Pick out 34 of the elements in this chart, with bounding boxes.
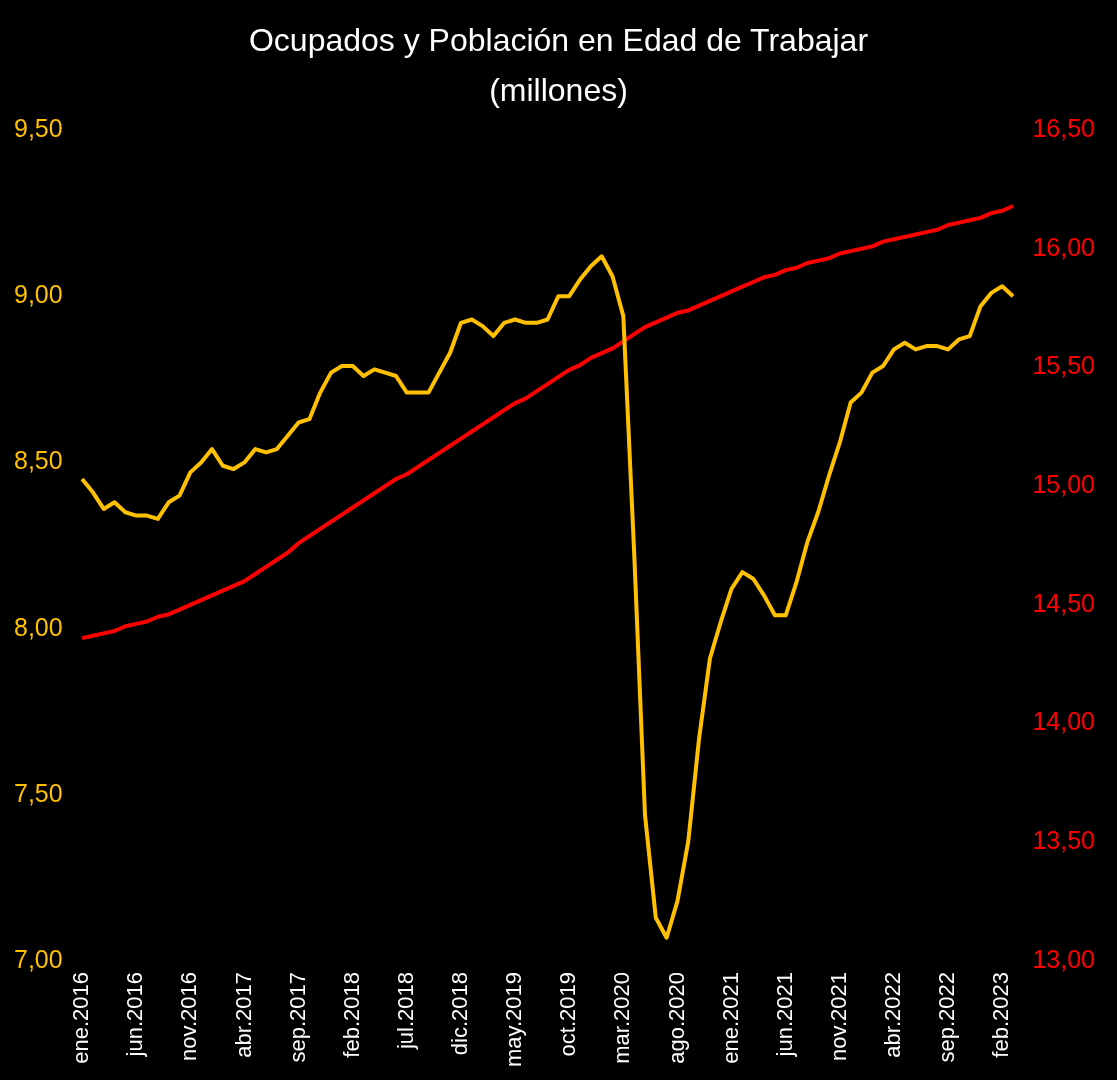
x-tick-label: nov.2021 (825, 972, 851, 1061)
x-tick-label: abr.2017 (230, 972, 256, 1058)
chart-title: Ocupados y Población en Edad de Trabajar (248, 22, 869, 58)
x-tick-label: dic.2018 (447, 972, 473, 1056)
y2-tick-label: 14,50 (1032, 588, 1095, 617)
x-tick-label: jun.2021 (771, 972, 797, 1058)
x-tick-label: nov.2016 (176, 972, 202, 1061)
x-tick-label: may.2019 (501, 972, 527, 1067)
y2-tick-label: 16,00 (1032, 232, 1095, 261)
y2-tick-label: 15,00 (1032, 470, 1095, 499)
x-tick-label: ene.2021 (717, 972, 743, 1064)
x-tick-label: sep.2022 (934, 972, 960, 1063)
y2-tick-label: 16,50 (1032, 113, 1095, 142)
y2-tick-label: 14,00 (1032, 707, 1095, 736)
x-tick-label: abr.2022 (880, 972, 906, 1058)
x-tick-label: sep.2017 (284, 972, 310, 1063)
x-tick-label: oct.2019 (555, 972, 581, 1057)
x-tick-label: feb.2023 (988, 972, 1014, 1058)
y-tick-label: 8,50 (13, 446, 63, 475)
chart-subtitle: (millones) (488, 72, 629, 109)
y-tick-label: 7,50 (13, 778, 63, 807)
y2-tick-label: 13,00 (1032, 944, 1095, 973)
x-tick-label: feb.2018 (338, 972, 364, 1058)
x-tick-label: mar.2020 (609, 972, 635, 1064)
x-tick-label: ago.2020 (663, 972, 689, 1064)
y-tick-label: 7,00 (13, 944, 63, 973)
y2-tick-label: 13,50 (1032, 826, 1095, 855)
y-tick-label: 9,50 (13, 113, 63, 142)
y2-tick-label: 15,50 (1032, 351, 1095, 380)
x-tick-label: jul.2018 (392, 972, 418, 1051)
x-tick-label: ene.2016 (68, 972, 94, 1064)
y-tick-label: 9,00 (13, 280, 63, 309)
y-tick-label: 8,00 (13, 612, 63, 641)
x-tick-label: jun.2016 (122, 972, 148, 1058)
